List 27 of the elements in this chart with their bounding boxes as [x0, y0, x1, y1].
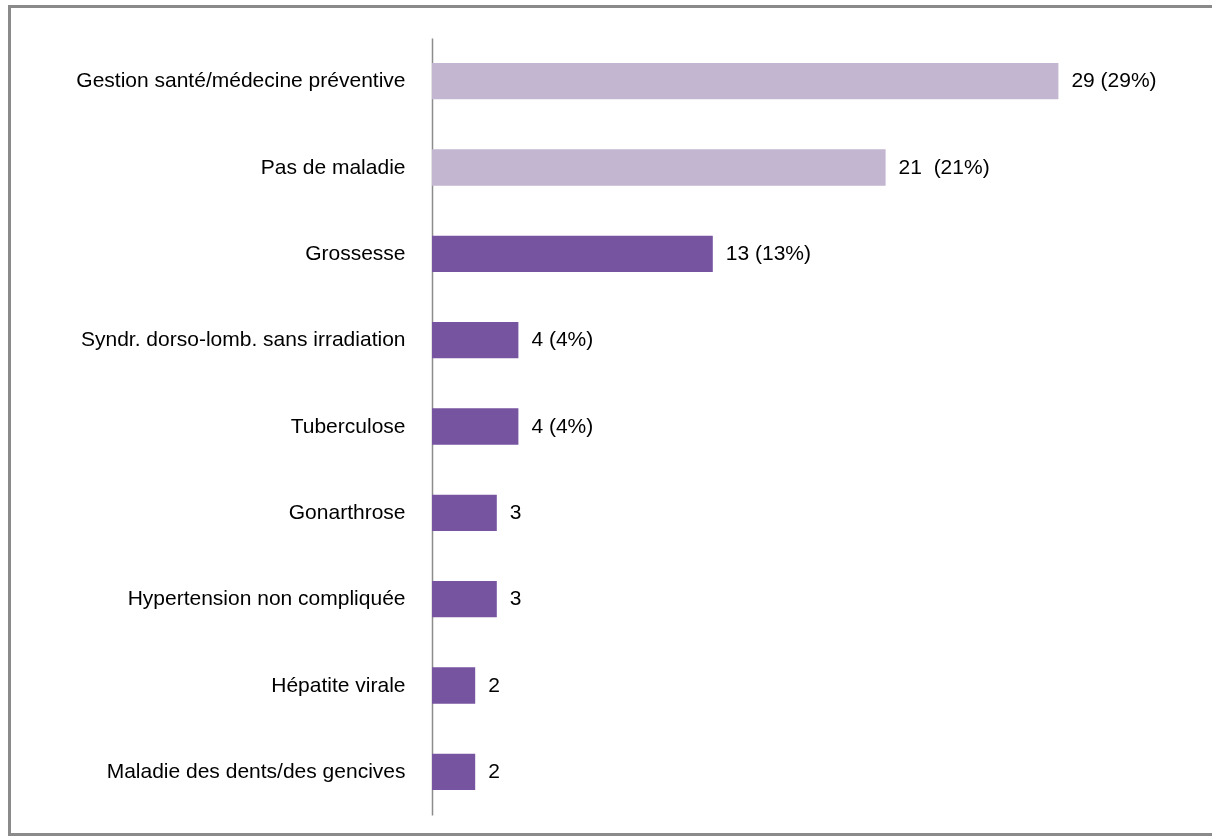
data-label: 3 — [509, 586, 522, 610]
y-tick-label: Pas de maladie — [260, 154, 406, 178]
data-label: 21 (21%) — [898, 154, 990, 178]
bar — [432, 63, 1059, 100]
data-label: 4 (4%) — [531, 413, 594, 437]
y-tick-label: Hypertension non compliquée — [127, 586, 406, 610]
y-tick-label: Syndr. dorso-lomb. sans irradiation — [81, 327, 406, 351]
bar — [432, 322, 519, 359]
y-tick-label: Tuberculose — [290, 413, 406, 437]
data-label: 29 (29%) — [1071, 68, 1157, 92]
bar — [432, 235, 713, 272]
y-tick-label: Hépatite virale — [271, 672, 406, 696]
bar — [432, 494, 497, 531]
bar — [432, 149, 886, 186]
data-label: 2 — [488, 672, 500, 696]
y-tick-label: Maladie des dents/des gencives — [106, 758, 406, 782]
data-label: 13 (13%) — [725, 240, 812, 264]
data-label: 3 — [509, 499, 522, 523]
bar — [432, 408, 519, 445]
y-tick-label: Grossesse — [305, 240, 406, 264]
data-label: 4 (4%) — [531, 327, 594, 351]
bar — [432, 753, 476, 790]
y-tick-label: Gonarthrose — [288, 499, 406, 523]
bar — [432, 581, 497, 618]
y-tick-label: Gestion santé/médecine préventive — [76, 68, 406, 92]
bar — [432, 667, 476, 704]
data-label: 2 — [488, 758, 500, 782]
